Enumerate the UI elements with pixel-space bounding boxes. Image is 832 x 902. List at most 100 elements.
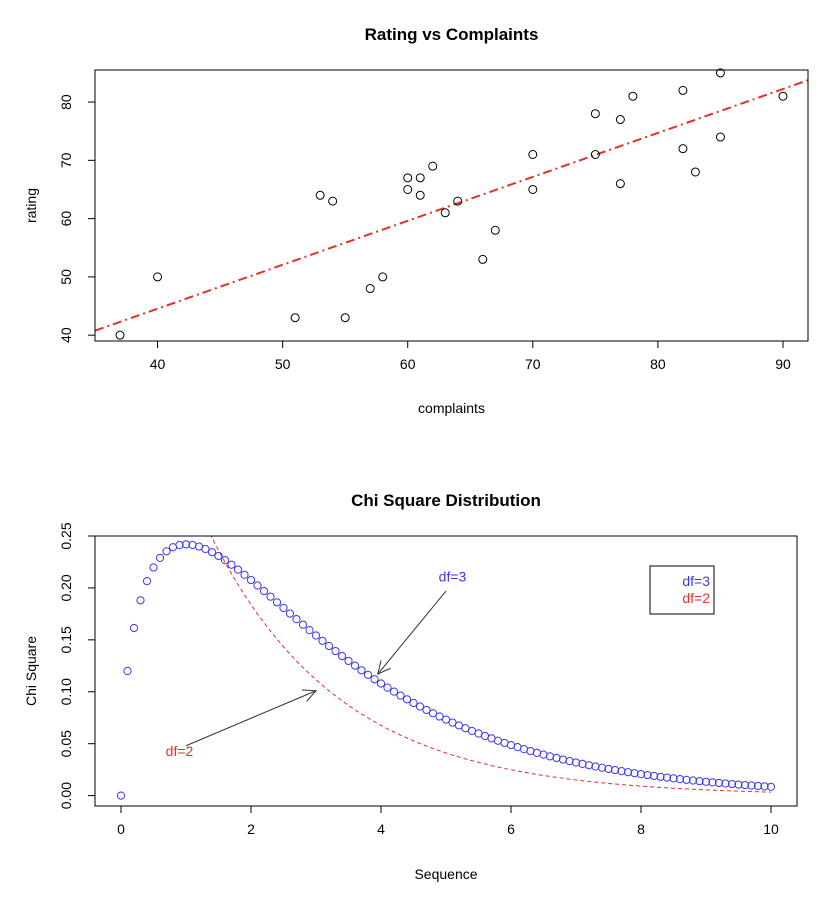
annotation-df2: df=2 — [166, 689, 318, 759]
data-point — [440, 208, 450, 218]
series-df3-point — [292, 615, 301, 624]
annotation-arrow-shaft — [185, 690, 317, 747]
series-df3-point — [259, 586, 269, 596]
series-df3-point — [266, 592, 275, 601]
x-tick-label: 60 — [400, 356, 416, 372]
data-point — [453, 196, 463, 206]
series-df3-point — [246, 575, 256, 585]
series-df3-point — [311, 631, 321, 640]
series-df3-point — [675, 775, 685, 784]
x-tick-label: 0 — [117, 821, 125, 837]
chi-square-chart: Chi Square Distribution 0 2 4 6 8 10 0.00 0.05 0.… — [23, 491, 798, 882]
series-df3-point — [578, 759, 587, 769]
data-point — [403, 184, 413, 194]
data-point — [315, 190, 325, 200]
series-df3-point — [409, 698, 418, 708]
data-point — [590, 109, 600, 119]
series-df3-point — [279, 603, 288, 613]
series-df3-point — [610, 765, 620, 775]
series-df3-point — [142, 576, 152, 586]
series-df3-point — [383, 683, 392, 692]
data-point — [490, 225, 500, 235]
series-df3-point — [363, 670, 373, 679]
chart-title: Chi Square Distribution — [351, 491, 541, 510]
y-tick-label: 70 — [58, 152, 74, 168]
x-tick-label: 50 — [275, 356, 291, 372]
series-df3-point — [175, 540, 184, 550]
annotation-df3: df=3 — [377, 569, 467, 676]
series-df3-point — [207, 548, 217, 557]
data-point — [678, 144, 688, 154]
x-tick-label: 90 — [775, 356, 791, 372]
data-point — [115, 330, 125, 340]
series-df3-point — [760, 782, 769, 791]
legend-box — [649, 565, 715, 615]
series-df2-line — [210, 536, 772, 793]
series-df3-point — [402, 695, 412, 704]
series-df3-point — [591, 762, 600, 771]
series-df3-point — [123, 666, 132, 676]
legend: df=3df=2 — [649, 565, 715, 615]
data-point — [615, 115, 625, 125]
series-df3-point — [701, 777, 711, 786]
x-axis-title: Sequence — [414, 866, 477, 882]
series-df3-point — [357, 666, 366, 675]
y-tick-label: 40 — [58, 327, 74, 343]
data-point — [715, 68, 725, 78]
series-df3-point — [396, 691, 405, 700]
data-point — [403, 173, 413, 183]
series-df3-point — [318, 636, 327, 645]
y-tick-label: 0.15 — [58, 626, 74, 653]
data-point — [778, 91, 788, 101]
y-tick-label: 80 — [58, 94, 74, 110]
series-df3-point — [129, 623, 139, 633]
data-point — [378, 272, 388, 282]
x-tick-label: 80 — [650, 356, 666, 372]
series-df3-point — [155, 553, 165, 562]
series-df3-point — [422, 705, 431, 715]
series-df3-point — [324, 641, 334, 651]
data-point — [715, 132, 725, 142]
legend-entry-df3: df=3 — [682, 573, 710, 589]
series-df3-point — [597, 763, 607, 772]
data-point — [628, 91, 638, 101]
data-point — [428, 161, 438, 171]
series-df3-point — [571, 758, 581, 767]
series-df3-point — [630, 769, 639, 778]
data-point — [528, 150, 538, 160]
plot-frame — [94, 535, 798, 807]
x-tick-label: 70 — [525, 356, 541, 372]
series-df3-point — [376, 679, 386, 688]
series-df3-point — [116, 791, 126, 800]
series-df3-point — [149, 563, 158, 572]
x-tick-label: 2 — [247, 821, 255, 837]
series-df3-point — [636, 770, 646, 779]
data-point — [478, 254, 488, 264]
series-df3-point — [747, 781, 756, 790]
series-df3-point — [604, 764, 613, 774]
series-df3-point — [240, 570, 249, 579]
x-tick-label: 10 — [763, 821, 779, 837]
legend-entry-df2: df=2 — [682, 590, 710, 606]
series-df3-point — [766, 782, 776, 791]
series-df3-point — [584, 761, 594, 770]
series-df3-point — [331, 646, 340, 656]
y-axis-title: Chi Square — [23, 636, 39, 706]
series-df3-point — [708, 778, 717, 787]
series-df3-point — [415, 702, 425, 711]
series-df3-point — [350, 661, 360, 670]
data-point — [415, 190, 425, 200]
data-point — [365, 284, 375, 294]
series-df3-point — [623, 768, 633, 777]
series-df3-point — [688, 776, 698, 785]
x-tick-label: 6 — [507, 821, 515, 837]
series-df3-point — [181, 540, 191, 549]
series-df3-point — [617, 767, 626, 776]
data-point — [340, 313, 350, 323]
y-tick-label: 0.20 — [58, 574, 74, 601]
y-tick-label: 0.05 — [58, 730, 74, 757]
series-df3-point — [162, 547, 171, 556]
series-df3-point — [558, 755, 568, 764]
x-axis-title: complaints — [418, 400, 485, 416]
data-point — [590, 150, 600, 160]
